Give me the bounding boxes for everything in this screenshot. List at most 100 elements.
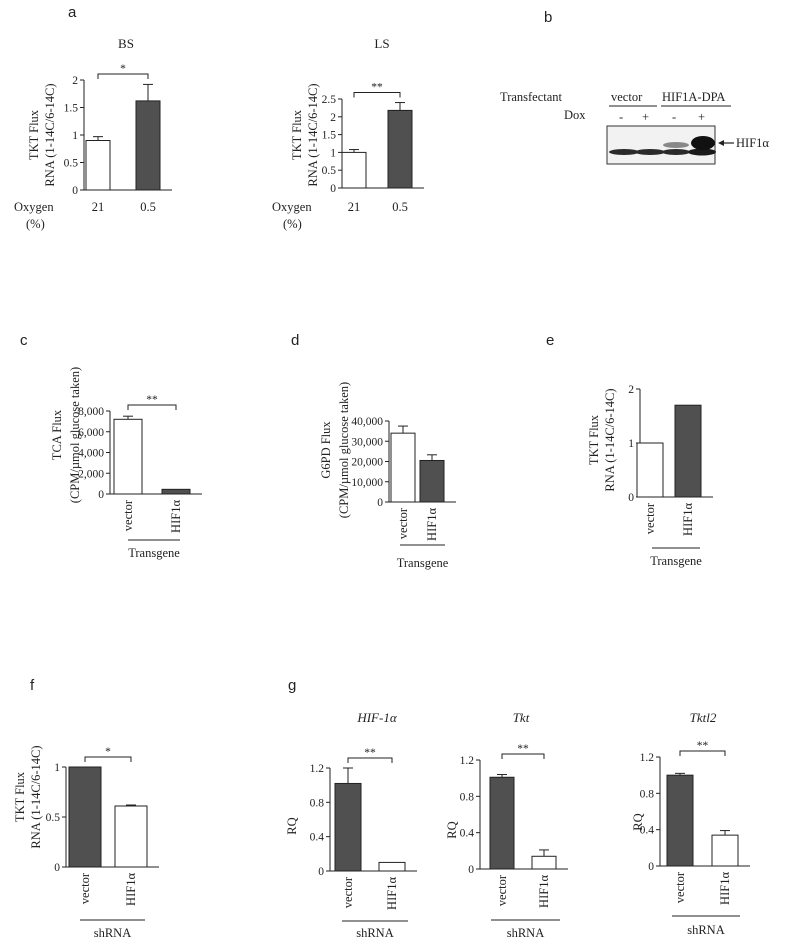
y-tick-label: 2	[628, 384, 634, 396]
dox-label: Dox	[564, 108, 586, 122]
panel-letter-c: c	[20, 332, 28, 349]
bar-first	[113, 418, 143, 495]
category-label: HIF1α	[124, 873, 138, 906]
ls-oxygen-unit: (%)	[283, 217, 302, 231]
y-axis-label: RQ	[285, 817, 299, 834]
chart-f-tkt-flux: 0 0.5 1 TKT Flux RNA (1-14C/6-14C) vector HIF1…	[13, 745, 159, 940]
chart-g-tktl2-rq: Tktl2 0 0.4 0.8 1.2 RQ vector HIF1α shRNA **	[631, 710, 750, 937]
category-label: vector	[341, 876, 355, 908]
chart-d-g6pd-flux: 0 10,000 20,000 30,000 40,000 G6PD Flux (CPM/µ…	[319, 382, 456, 570]
bar-first	[489, 776, 515, 870]
y-tick-label: 2.5	[322, 94, 337, 106]
y-tick-label: 1	[330, 147, 336, 159]
category-label: HIF1α	[385, 877, 399, 910]
significance-marker: **	[146, 394, 158, 406]
chart-title: Tkt	[513, 710, 530, 725]
ls-oxygen-label: Oxygen (%)	[272, 200, 312, 231]
western-blot: Transfectant Dox vector HIF1A-DPA - + - …	[500, 90, 769, 165]
chart-title: BS	[118, 36, 134, 51]
y-tick-label: 0	[330, 183, 336, 195]
category-label: 21	[92, 200, 105, 214]
y-tick-label: 0.5	[64, 158, 79, 170]
significance-marker: **	[517, 743, 529, 755]
category-label: vector	[673, 871, 687, 903]
chart-g-hif1a-rq: HIF-1α 0 0.4 0.8 1.2 RQ vector HIF1α shRNA **	[285, 710, 417, 940]
y-axis-label: RNA (1-14C/6-14C)	[29, 745, 43, 848]
y-tick-label: 0	[54, 862, 60, 874]
x-axis-label: shRNA	[356, 926, 394, 940]
bar-second	[674, 404, 702, 498]
x-axis-label: shRNA	[687, 923, 725, 937]
y-tick-label: 20,000	[351, 457, 383, 469]
chart-title: HIF-1α	[356, 710, 397, 725]
panel-letter-f: f	[30, 677, 35, 694]
category-label: vector	[78, 872, 92, 904]
category-label: HIF1α	[169, 500, 183, 533]
bar-second	[419, 459, 445, 503]
y-tick-label: 0	[468, 864, 474, 876]
category-label: 0.5	[392, 200, 408, 214]
significance-bracket	[347, 757, 393, 763]
y-axis-label: TKT Flux	[27, 109, 41, 160]
category-label: vector	[121, 499, 135, 531]
category-label: vector	[495, 874, 509, 906]
x-axis-label: shRNA	[94, 926, 132, 940]
transfectant-label: Transfectant	[500, 90, 563, 104]
category-label: HIF1α	[425, 508, 439, 541]
lane-3-sign: -	[672, 110, 676, 124]
y-tick-label: 2,000	[78, 468, 104, 480]
blot-band-lane-3	[662, 149, 690, 155]
y-tick-label: 0.4	[640, 825, 655, 837]
x-axis-label: Transgene	[397, 556, 449, 570]
bar-second	[114, 805, 148, 868]
y-axis-label: (CPM/µmol glucose taken)	[68, 367, 82, 503]
bar-first	[334, 782, 362, 872]
bar-second	[531, 855, 557, 870]
bar-first	[666, 774, 694, 867]
y-tick-label: 0.5	[46, 812, 61, 824]
blot-band-lane-2	[635, 149, 665, 155]
significance-bracket	[97, 73, 149, 79]
y-axis-label: RQ	[445, 821, 459, 838]
blot-band-lane-4	[688, 148, 716, 156]
y-axis-label: TKT Flux	[290, 109, 304, 160]
significance-marker: *	[105, 746, 111, 758]
y-axis-label: (CPM/µmol glucose taken)	[337, 382, 351, 518]
y-axis-label: G6PD Flux	[319, 421, 333, 479]
x-axis-label: Transgene	[128, 546, 180, 560]
y-tick-label: 0	[98, 489, 104, 501]
y-axis-label: RQ	[631, 813, 645, 830]
y-tick-label: 0.4	[460, 828, 475, 840]
significance-marker: **	[371, 82, 383, 94]
y-tick-label: 6,000	[78, 427, 104, 439]
chart-title: Tktl2	[690, 710, 717, 725]
bs-oxygen-text: Oxygen	[14, 200, 54, 214]
blot-hif-band-lane-4	[691, 136, 715, 150]
chart-e-tkt-flux: 0 1 2 TKT Flux RNA (1-14C/6-14C) vector HIF1α T…	[587, 384, 713, 568]
y-tick-label: 2	[330, 112, 336, 124]
significance-bracket	[84, 756, 132, 762]
y-axis-label: TKT Flux	[13, 771, 27, 822]
bar-first	[636, 442, 664, 498]
y-tick-label: 4,000	[78, 448, 104, 460]
bar-second	[378, 861, 406, 872]
y-axis-label: RNA (1-14C/6-14C)	[306, 83, 320, 186]
y-tick-label: 1.2	[640, 752, 655, 764]
category-label: 0.5	[140, 200, 156, 214]
significance-marker: **	[364, 747, 376, 759]
category-label: vector	[396, 507, 410, 539]
significance-bracket	[127, 404, 177, 410]
y-tick-label: 1	[628, 438, 634, 450]
bar-second	[711, 834, 739, 867]
y-tick-label: 1.2	[460, 755, 475, 767]
group-hif-label: HIF1A-DPA	[662, 90, 725, 104]
y-tick-label: 1	[54, 762, 60, 774]
panel-letter-a: a	[68, 4, 77, 21]
y-tick-label: 0	[72, 185, 78, 197]
y-tick-label: 0	[648, 861, 654, 873]
bs-oxygen-label: Oxygen (%)	[14, 200, 54, 231]
bar-first	[68, 766, 102, 868]
y-tick-label: 0	[377, 497, 383, 509]
bar-first	[85, 140, 111, 191]
y-axis-label: TKT Flux	[587, 414, 601, 465]
